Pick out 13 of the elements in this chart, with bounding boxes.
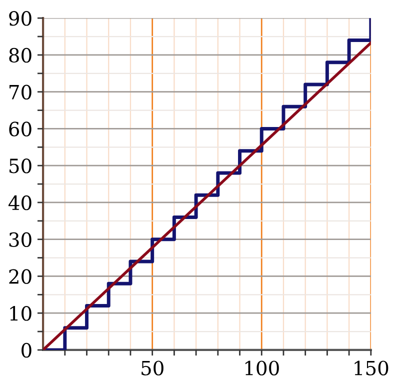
y-tick-label: 70 xyxy=(10,84,32,100)
y-tick-label: 30 xyxy=(9,232,32,248)
x-tick-label: 150 xyxy=(354,360,388,376)
x-tick-label: 100 xyxy=(245,360,279,376)
y-tick-label: 20 xyxy=(9,269,32,284)
y-tick-label: 10 xyxy=(10,306,32,321)
y-tick-label: 0 xyxy=(22,342,32,358)
x-tick-label: 50 xyxy=(142,360,164,376)
y-tick-label: 60 xyxy=(9,122,32,136)
y-tick-label: 40 xyxy=(8,195,32,210)
y-tick-label: 90 xyxy=(9,11,32,26)
y-tick-label: 80 xyxy=(9,48,32,63)
y-tick-label: 50 xyxy=(10,158,32,174)
